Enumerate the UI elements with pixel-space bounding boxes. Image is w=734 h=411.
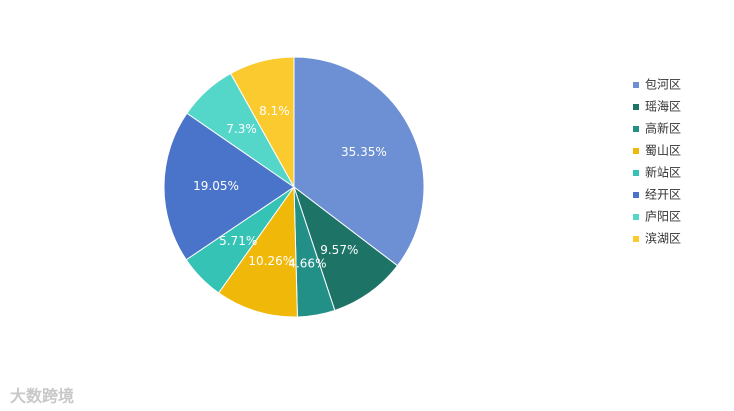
watermark: 大数跨境 — [10, 387, 74, 406]
legend-label: 滨湖区 — [645, 231, 681, 246]
legend-marker — [633, 82, 639, 88]
legend-label: 新站区 — [645, 165, 681, 180]
legend-label: 高新区 — [645, 121, 681, 136]
pie-slice — [163, 112, 295, 261]
legend-label: 庐阳区 — [645, 209, 681, 224]
legend-label: 瑶海区 — [645, 99, 681, 114]
legend-label: 蜀山区 — [645, 144, 681, 158]
pie-slice — [293, 185, 399, 312]
data-label: 4.66% — [288, 256, 326, 270]
pie-slice — [217, 185, 298, 318]
legend-marker — [633, 170, 639, 176]
data-label: 9.57% — [320, 243, 358, 257]
data-label: 19.05% — [193, 179, 239, 193]
legend-marker — [633, 104, 639, 110]
legend-marker — [633, 192, 639, 198]
data-label: 35.35% — [341, 145, 387, 159]
data-label: 7.3% — [226, 122, 257, 136]
data-label: 10.26% — [248, 254, 294, 268]
pie-slice — [293, 56, 425, 267]
legend-marker — [633, 148, 639, 154]
pie-slice — [229, 56, 295, 189]
data-label: 5.71% — [219, 234, 257, 248]
legend-marker — [633, 214, 639, 220]
data-label: 8.1% — [259, 104, 290, 118]
legend-label: 包河区 — [645, 78, 681, 92]
legend-marker — [633, 236, 639, 242]
legend-marker — [633, 126, 639, 132]
legend-label: 经开区 — [645, 188, 681, 202]
